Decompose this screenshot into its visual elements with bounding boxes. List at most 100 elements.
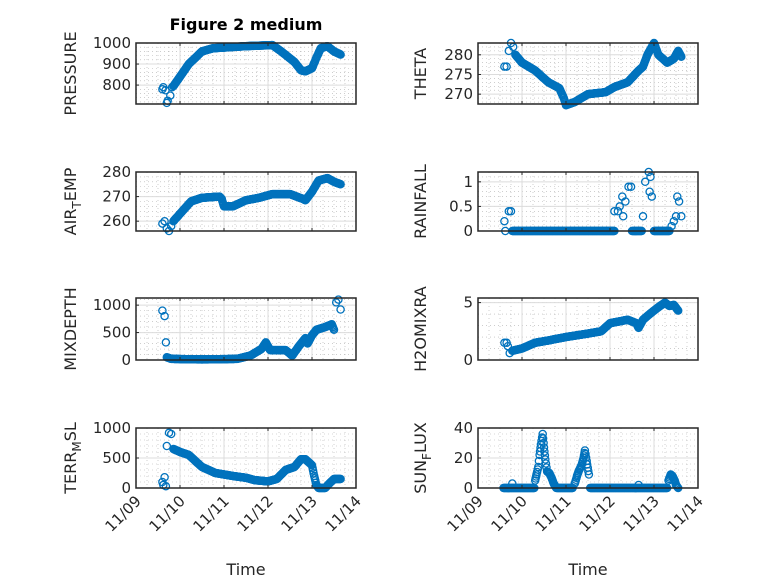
axes-box (135, 42, 357, 105)
x-tick-label: 11/11 (190, 492, 233, 535)
data-point (647, 192, 657, 201)
data-point (538, 434, 548, 443)
data-point (615, 202, 624, 211)
data-point (540, 451, 550, 460)
x-tick-label: 11/13 (278, 492, 321, 535)
y-tick-label: 275 (444, 65, 473, 83)
data-point (158, 306, 167, 315)
y-axis-label: H2OMIXRA (411, 286, 430, 372)
data-point (161, 86, 170, 95)
data-point (646, 172, 655, 182)
y-tick-label: 270 (444, 85, 473, 103)
y-tick-label: 280 (102, 163, 131, 181)
subplot-rainfall: 0 0.5 1 RAINFALL (411, 164, 699, 240)
subplot-h2omixra: 0 5 H2OMIXRA (411, 286, 699, 372)
data-point (336, 305, 345, 314)
data-point (610, 207, 619, 216)
data-point (645, 187, 654, 196)
subplot-mixdepth: 0 500 1000 MIXDEPTH (61, 287, 357, 371)
x-tick-label: 11/09 (444, 492, 487, 535)
data-point (506, 207, 516, 216)
data-point (160, 472, 169, 482)
data-point (584, 466, 593, 476)
data-point (626, 182, 636, 192)
x-tick-label: 11/09 (102, 492, 145, 535)
y-axis-label: MIXDEPTH (61, 287, 80, 370)
axes-box (477, 42, 699, 105)
subplot-air-temp: 260 270 280 AIRTEMP (61, 163, 357, 235)
y-axis-label-part: SL (61, 422, 80, 441)
data-point (336, 474, 345, 484)
data-point (540, 447, 549, 456)
y-tick-label: 0 (463, 222, 473, 240)
y-tick-label: 20 (454, 449, 473, 467)
data-point (673, 306, 683, 315)
subplot-terr-msl: 0 500 1000 11/09 11/10 11/11 11/12 11/13 11/14 TE… (61, 419, 365, 535)
y-tick-label: 0 (121, 479, 131, 497)
x-tick-label: 11/12 (234, 492, 277, 535)
data-point (613, 207, 623, 216)
y-axis-label-part: TERR (61, 452, 80, 495)
data-point (674, 197, 684, 206)
data-point (166, 91, 175, 100)
x-tick-label: 11/13 (620, 492, 663, 535)
y-tick-label: 900 (102, 55, 131, 73)
y-axis-label-part: H2OMIXRA (411, 286, 430, 372)
data-point (334, 295, 343, 304)
data-point (677, 52, 686, 62)
y-tick-label: 0 (463, 351, 473, 369)
y-tick-label: 270 (102, 188, 131, 206)
chart-title: Figure 2 medium (170, 15, 323, 34)
x-tick-label: 11/14 (664, 492, 707, 535)
y-tick-label: 260 (102, 212, 131, 230)
y-axis-label-part: F (420, 453, 434, 460)
y-axis-label: SUNFLUX (411, 422, 434, 494)
data-point (669, 216, 679, 226)
data-point (166, 429, 176, 439)
x-axis-label-right: Time (567, 560, 607, 579)
data-point (502, 62, 511, 71)
x-tick-label: 11/10 (488, 492, 531, 535)
data-point (160, 311, 169, 321)
axes-box (477, 297, 699, 361)
data-point (624, 182, 633, 192)
subplot-sun-flux: 0 20 40 11/09 11/10 11/11 11/12 11/13 11/14 SUNFL… (411, 419, 707, 535)
y-axis-label-part: EMP (61, 167, 80, 201)
subplot-pressure: 800 900 1000 PRESSURE (61, 31, 357, 116)
y-axis-label-part: MIXDEPTH (61, 287, 80, 370)
data-point (677, 212, 686, 221)
data-point (336, 180, 345, 189)
y-axis-label-part: SUN (411, 460, 430, 494)
y-tick-label: 800 (102, 76, 131, 94)
y-axis-label: PRESSURE (61, 31, 80, 115)
y-axis-label-part: PRESSURE (61, 31, 80, 115)
axes-box (135, 171, 357, 232)
y-tick-label: 0 (463, 479, 473, 497)
y-tick-label: 5 (463, 294, 473, 312)
y-axis-label-part: THETA (411, 48, 430, 100)
data-point (673, 192, 682, 201)
y-axis-label: AIRTEMP (61, 167, 84, 235)
y-tick-label: 1 (463, 173, 473, 191)
data-point (336, 50, 345, 59)
x-tick-label: 11/10 (146, 492, 189, 535)
data-point (537, 433, 547, 442)
y-tick-label: 1000 (93, 419, 131, 437)
x-tick-label: 11/12 (576, 492, 619, 535)
y-tick-label: 40 (454, 419, 473, 437)
y-tick-label: 0 (121, 351, 131, 369)
y-tick-label: 500 (102, 449, 131, 467)
data-point (541, 455, 550, 464)
y-axis-label-part: RAINFALL (411, 164, 430, 239)
y-axis-label-part: AIR (61, 209, 80, 236)
data-point (158, 219, 167, 228)
data-point (638, 212, 648, 221)
data-point (541, 459, 551, 468)
data-point (500, 216, 509, 226)
y-axis-label-part: M (70, 441, 84, 451)
y-tick-label: 0.5 (449, 197, 473, 215)
axes-box (135, 297, 357, 361)
x-tick-label: 11/14 (322, 492, 365, 535)
